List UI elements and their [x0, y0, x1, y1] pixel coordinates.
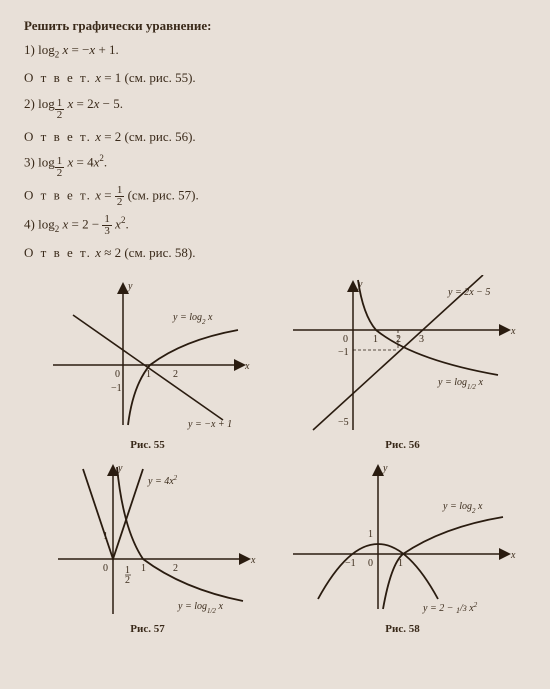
svg-text:−5: −5 — [338, 417, 349, 428]
svg-text:x: x — [510, 326, 516, 337]
svg-text:1: 1 — [368, 529, 373, 540]
svg-text:y = 4x2: y = 4x2 — [147, 474, 178, 487]
svg-text:3: 3 — [419, 334, 424, 345]
figure-58-caption: Рис. 58 — [385, 623, 419, 635]
answer-3: О т в е т. x = 12 (см. рис. 57). — [24, 185, 526, 208]
svg-text:y: y — [127, 281, 133, 292]
svg-text:−1: −1 — [338, 347, 349, 358]
figure-56: x y 0 1 2 3 −1 −5 y = 2x − 5 y = log1/2 … — [279, 275, 526, 451]
svg-text:2: 2 — [125, 575, 130, 586]
heading: Решить графически уравнение: — [24, 18, 526, 34]
svg-text:y = log2 x: y = log2 x — [172, 312, 213, 326]
figure-55-caption: Рис. 55 — [130, 439, 164, 451]
svg-text:y: y — [382, 463, 388, 474]
answer-4: О т в е т. x ≈ 2 (см. рис. 58). — [24, 243, 526, 263]
svg-text:y = 2x − 5: y = 2x − 5 — [447, 287, 490, 298]
figure-55: x y 0 1 2 −1 y = log2 x y = −x + 1 Рис. … — [24, 275, 271, 451]
answer-1: О т в е т. x = 1 (см. рис. 55). — [24, 68, 526, 88]
svg-text:1: 1 — [141, 563, 146, 574]
svg-text:y = −x + 1: y = −x + 1 — [187, 419, 232, 430]
answer-2: О т в е т. x = 2 (см. рис. 56). — [24, 127, 526, 147]
figure-56-caption: Рис. 56 — [385, 439, 419, 451]
svg-text:0: 0 — [103, 563, 108, 574]
svg-text:x: x — [250, 555, 256, 566]
svg-text:y = log2 x: y = log2 x — [442, 501, 483, 515]
svg-text:x: x — [510, 550, 516, 561]
answer-4-prefix: О т в е т. — [24, 245, 92, 260]
problem-4-num: 4) — [24, 217, 35, 232]
problem-1: 1) log2 x = −x + 1. — [24, 40, 526, 62]
problem-3-num: 3) — [24, 154, 35, 169]
svg-text:0: 0 — [115, 369, 120, 380]
problem-1-num: 1) — [24, 42, 35, 57]
problem-3: 3) log12 x = 4x2. — [24, 152, 526, 179]
figure-57: x y 0 1 2 1 2 1 y = 4x2 y = log1/2 x Рис… — [24, 459, 271, 635]
svg-text:y = 2 − 1/3 x2: y = 2 − 1/3 x2 — [422, 601, 478, 615]
svg-text:x: x — [244, 361, 250, 372]
answer-1-prefix: О т в е т. — [24, 70, 92, 85]
figures-grid: x y 0 1 2 −1 y = log2 x y = −x + 1 Рис. … — [24, 275, 526, 635]
problem-2-num: 2) — [24, 96, 35, 111]
svg-text:−1: −1 — [111, 383, 122, 394]
svg-text:y = log1/2 x: y = log1/2 x — [177, 601, 223, 615]
problem-4: 4) log2 x = 2 − 13 x2. — [24, 214, 526, 237]
figure-58: x y 0 −1 1 1 y = log2 x y = 2 − 1/3 x2 Р… — [279, 459, 526, 635]
svg-text:2: 2 — [173, 563, 178, 574]
problem-2: 2) log12 x = 2x − 5. — [24, 94, 526, 121]
svg-text:y = log1/2 x: y = log1/2 x — [437, 377, 483, 391]
svg-text:1: 1 — [373, 334, 378, 345]
figure-57-caption: Рис. 57 — [130, 623, 164, 635]
svg-text:0: 0 — [343, 334, 348, 345]
answer-3-prefix: О т в е т. — [24, 188, 92, 203]
svg-text:0: 0 — [368, 558, 373, 569]
answer-2-prefix: О т в е т. — [24, 129, 92, 144]
svg-text:2: 2 — [173, 369, 178, 380]
